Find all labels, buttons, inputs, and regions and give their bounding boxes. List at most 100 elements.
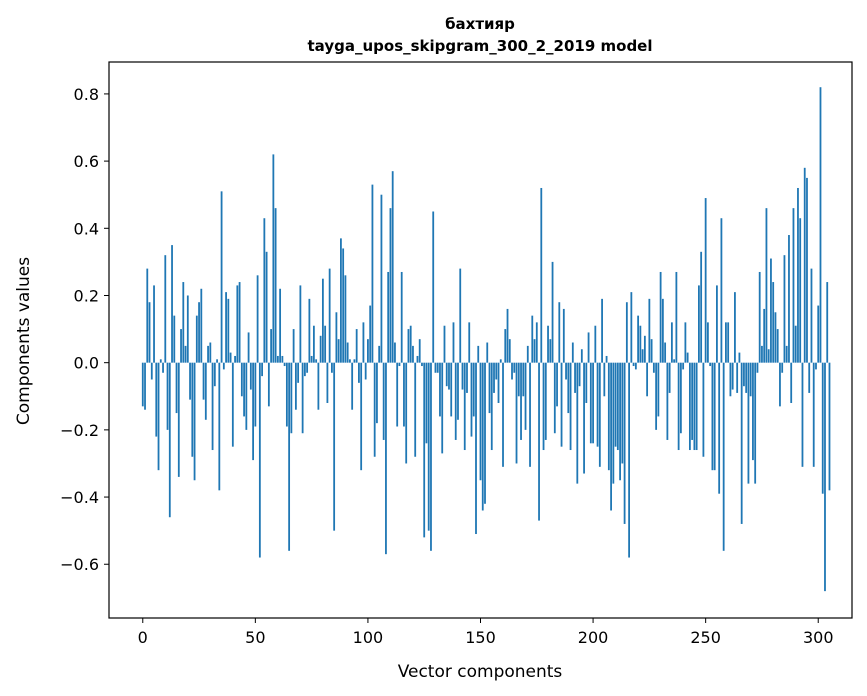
bar-component-47 [247, 332, 250, 363]
bar-component-93 [351, 362, 354, 410]
bar-component-234 [668, 362, 671, 393]
bar-component-130 [434, 362, 437, 373]
bar-component-268 [745, 362, 748, 393]
bar-component-163 [508, 339, 511, 363]
bar-component-188 [565, 362, 567, 380]
bar-component-2 [146, 268, 149, 363]
bar-component-201 [594, 325, 597, 363]
bar-component-229 [657, 362, 660, 417]
bar-component-51 [256, 275, 259, 363]
bar-component-29 [207, 345, 209, 363]
bar-component-251 [707, 322, 709, 363]
bar-component-97 [360, 362, 363, 471]
bar-component-44 [240, 362, 243, 397]
bar-component-160 [502, 362, 504, 467]
bar-component-59 [274, 208, 277, 363]
bar-component-288 [790, 362, 793, 403]
bar-component-0 [141, 362, 144, 407]
bar-component-162 [506, 308, 509, 363]
bar-component-196 [583, 362, 585, 474]
bar-component-182 [551, 261, 554, 363]
bar-component-244 [691, 362, 694, 440]
bar-component-129 [432, 211, 435, 363]
bar-component-95 [355, 329, 358, 363]
bar-component-65 [288, 362, 291, 551]
bar-component-185 [558, 302, 561, 363]
bars-group [141, 87, 831, 592]
bar-component-217 [630, 292, 633, 363]
bar-component-18 [182, 282, 185, 363]
bar-component-191 [571, 342, 574, 363]
bar-component-32 [213, 362, 216, 387]
bar-component-278 [767, 349, 770, 363]
bar-component-165 [513, 362, 516, 373]
bar-component-279 [770, 258, 772, 363]
x-tick-label-150: 150 [465, 628, 496, 647]
bar-component-210 [614, 362, 617, 447]
bar-component-94 [353, 359, 356, 363]
bar-component-69 [297, 362, 300, 383]
bar-component-109 [387, 271, 390, 363]
bar-component-292 [799, 218, 802, 363]
bar-component-78 [317, 362, 320, 410]
bar-component-283 [779, 362, 781, 407]
bar-component-184 [556, 362, 558, 407]
bar-component-13 [171, 245, 173, 363]
bar-component-55 [265, 251, 268, 363]
bar-component-211 [616, 362, 619, 451]
bar-component-235 [670, 322, 673, 363]
bar-component-103 [373, 362, 376, 457]
bar-component-119 [409, 325, 412, 363]
bar-component-194 [578, 362, 581, 387]
bar-component-143 [463, 362, 466, 451]
bar-component-204 [601, 298, 603, 363]
bar-component-164 [511, 362, 513, 380]
bar-component-289 [792, 208, 795, 363]
bar-component-205 [603, 362, 606, 397]
bar-component-102 [371, 184, 374, 363]
bar-component-232 [664, 342, 667, 363]
bar-component-38 [227, 298, 230, 363]
bar-component-90 [344, 275, 347, 363]
bar-component-187 [562, 308, 565, 363]
bar-component-3 [148, 302, 151, 363]
bar-component-80 [321, 278, 324, 363]
bar-component-252 [709, 362, 712, 367]
chart-title-line1: бахтияр [445, 15, 515, 33]
bar-component-104 [376, 362, 378, 424]
bar-component-139 [454, 362, 457, 440]
bar-component-284 [781, 362, 784, 373]
bar-component-20 [186, 295, 189, 363]
bar-component-113 [396, 362, 399, 427]
bar-component-287 [788, 235, 790, 363]
bar-component-186 [560, 362, 563, 447]
bar-component-72 [303, 362, 306, 377]
y-tick-label-1: −0.4 [60, 488, 99, 507]
y-tick-label-2: −0.2 [60, 421, 99, 440]
x-tick-label-200: 200 [578, 628, 609, 647]
bar-component-159 [499, 359, 502, 363]
bar-component-175 [535, 322, 538, 363]
bar-component-168 [520, 362, 522, 440]
bar-component-158 [497, 362, 500, 403]
bar-component-294 [803, 167, 806, 363]
y-tick-label-6: 0.6 [74, 152, 99, 171]
bar-component-111 [391, 171, 394, 363]
bar-component-260 [727, 322, 730, 363]
bar-component-67 [292, 329, 295, 363]
bar-component-138 [452, 322, 455, 363]
bar-component-282 [776, 329, 779, 363]
bar-component-277 [765, 208, 768, 363]
bar-component-122 [416, 355, 419, 363]
bar-component-115 [400, 271, 403, 363]
x-tick-label-100: 100 [353, 628, 384, 647]
bar-component-296 [808, 362, 811, 393]
bar-component-27 [202, 362, 205, 400]
bar-component-212 [619, 362, 621, 481]
bar-component-156 [493, 362, 495, 393]
bar-component-248 [700, 251, 703, 363]
bar-component-56 [267, 362, 270, 407]
x-axis-ticks: 0 50 100 150 200 250 300 [138, 618, 834, 647]
bar-component-86 [335, 312, 338, 363]
bar-component-21 [189, 362, 191, 400]
